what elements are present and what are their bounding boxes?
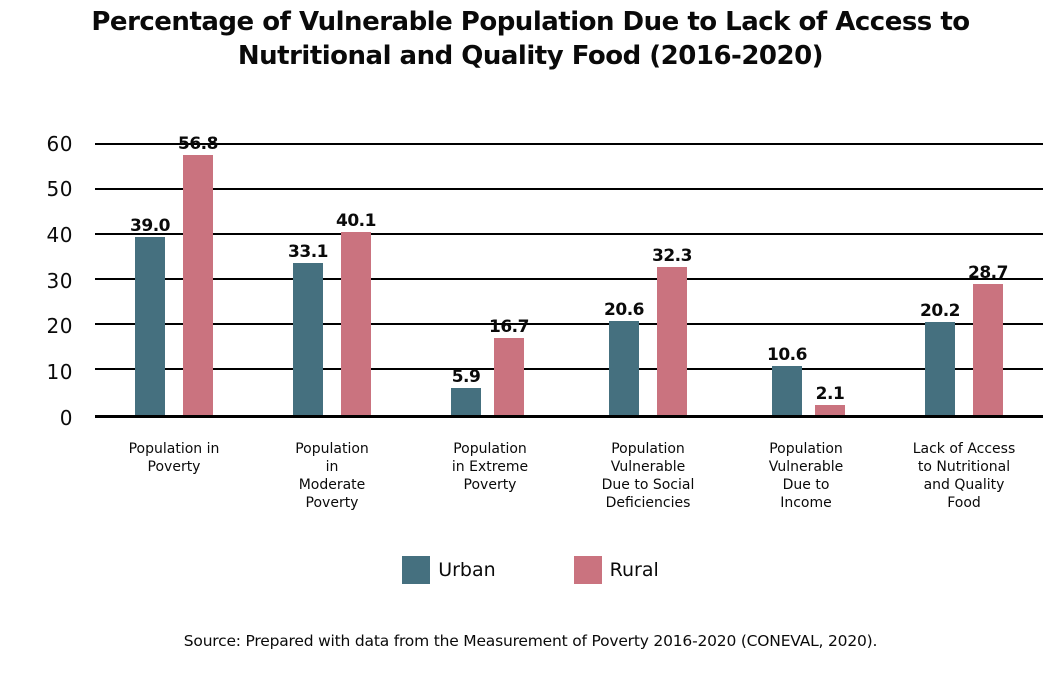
bar-group: 20.2 28.7	[885, 144, 1043, 415]
y-tick-label: 30	[46, 268, 73, 293]
bar-rural	[814, 405, 845, 415]
bar-rural	[972, 283, 1003, 415]
category-label: Population Vulnerable Due to Income	[768, 440, 844, 512]
bar-column: 20.6	[604, 300, 644, 415]
bar-value-label: 20.2	[920, 301, 960, 322]
bar-column: 28.7	[968, 263, 1008, 415]
legend-swatch-rural	[573, 556, 602, 585]
legend-item-rural: Rural	[573, 556, 659, 585]
bar-column: 5.9	[451, 366, 482, 415]
bar-value-label: 2.1	[815, 384, 845, 405]
source-note: Source: Prepared with data from the Meas…	[183, 632, 878, 651]
bar-column: 16.7	[489, 317, 529, 415]
legend-label-urban: Urban	[438, 559, 496, 582]
bar-column: 10.6	[767, 345, 807, 415]
bar-column: 32.3	[652, 246, 692, 415]
chart-title: Percentage of Vulnerable Population Due …	[91, 7, 970, 72]
bar-value-label: 56.8	[178, 134, 218, 155]
category-label: Population in Moderate Poverty	[295, 440, 369, 512]
bar-value-label: 33.1	[288, 242, 328, 263]
bar-group: 5.9 16.7	[411, 144, 569, 415]
bar-rural	[493, 338, 524, 415]
legend: Urban Rural	[0, 556, 1061, 585]
gridline	[95, 323, 1043, 326]
bar-value-label: 20.6	[604, 299, 644, 320]
gridline	[95, 187, 1043, 190]
x-axis-labels: Population in Poverty Population in Moder…	[95, 440, 1043, 513]
gridline	[95, 278, 1043, 281]
bar-value-label: 40.1	[336, 210, 376, 231]
bar-column: 2.1	[814, 384, 845, 415]
bar-column: 56.8	[178, 134, 218, 415]
bar-value-label: 5.9	[451, 366, 481, 387]
bar-group: 39.0 56.8	[95, 134, 253, 415]
y-tick-label: 40	[46, 222, 73, 247]
category-label: Population in Extreme Poverty	[451, 440, 529, 493]
bar-rural	[182, 155, 213, 415]
category-label: Lack of Access to Nutritional and Qualit…	[912, 440, 1016, 512]
bar-rural	[656, 267, 687, 415]
gridline	[95, 368, 1043, 371]
gridline	[95, 232, 1043, 235]
bar-urban	[609, 320, 640, 415]
bar-groups: 39.0 56.8 33.1 40.1 5.9 16.7 20.6 32.3 10.6 2.1 20…	[95, 134, 1043, 415]
y-tick-label: 20	[46, 314, 73, 339]
category-label: Population Vulnerable Due to Social Defi…	[601, 440, 695, 512]
bar-rural	[340, 231, 371, 415]
bar-column: 39.0	[130, 216, 170, 415]
bar-group: 20.6 32.3	[569, 144, 727, 415]
bar-value-label: 28.7	[968, 262, 1008, 283]
bar-group: 10.6 2.1	[727, 144, 885, 415]
bar-value-label: 32.3	[652, 246, 692, 267]
gridline	[95, 142, 1043, 145]
legend-label-rural: Rural	[609, 559, 659, 582]
y-tick-label: 50	[46, 177, 73, 202]
y-tick-label: 60	[46, 131, 73, 156]
bar-urban	[451, 387, 482, 415]
y-tick-label: 0	[59, 405, 73, 430]
bar-urban	[135, 236, 166, 415]
legend-swatch-urban	[402, 556, 431, 585]
legend-item-urban: Urban	[402, 556, 496, 585]
plot-area: 39.0 56.8 33.1 40.1 5.9 16.7 20.6 32.3 10.6 2.1 20…	[95, 134, 1043, 418]
bar-column: 40.1	[336, 211, 376, 415]
bar-column: 33.1	[288, 242, 328, 415]
bar-value-label: 10.6	[767, 345, 807, 366]
y-axis: 0 10 20 30 40 50 60	[10, 132, 95, 430]
bar-urban	[925, 322, 956, 415]
bar-chart: 0 10 20 30 40 50 60 39.0 56.8 33.1 40.1 5.9 16.7 20.…	[0, 132, 1061, 430]
bar-urban	[771, 366, 802, 415]
bar-urban	[293, 263, 324, 415]
category-label: Population in Poverty	[128, 440, 220, 475]
bar-value-label: 39.0	[130, 215, 170, 236]
bar-column: 20.2	[920, 301, 960, 415]
bar-group: 33.1 40.1	[253, 144, 411, 415]
y-tick-label: 10	[46, 359, 73, 384]
bar-value-label: 16.7	[489, 317, 529, 338]
